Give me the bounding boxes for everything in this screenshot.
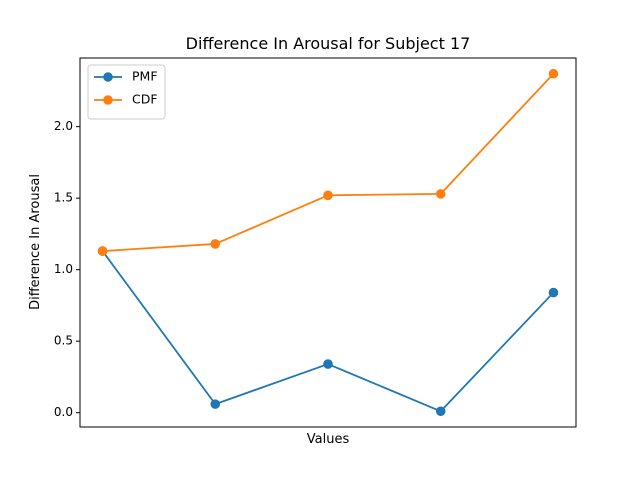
y-tick-label: 0.5 (54, 334, 73, 348)
data-point-cdf-3 (323, 190, 333, 201)
plot-frame (79, 57, 577, 428)
y-tick-label: 0.0 (54, 405, 73, 419)
data-point-pmf-2 (210, 399, 221, 409)
legend-marker-cdf (103, 95, 113, 105)
data-point-pmf-5 (548, 287, 559, 298)
legend-marker-pmf (103, 72, 113, 82)
chart-title: Difference In Arousal for Subject 17 (186, 34, 471, 53)
y-axis-ticks: 0.0 0.5 1.0 1.5 2.0 (54, 119, 80, 419)
data-point-cdf-4 (435, 189, 446, 199)
legend: PMF CDF (87, 64, 166, 120)
x-axis-label: Values (307, 432, 350, 447)
series-cdf (97, 68, 559, 256)
y-tick-label: 2.0 (54, 119, 73, 133)
data-point-cdf-5 (548, 68, 559, 79)
legend-label-cdf: CDF (132, 92, 158, 107)
data-point-pmf-4 (435, 406, 446, 417)
data-point-pmf-3 (323, 359, 333, 369)
y-tick-label: 1.5 (54, 191, 73, 205)
data-point-cdf-1 (97, 246, 108, 256)
plot-series (97, 68, 559, 417)
data-point-cdf-2 (210, 239, 221, 249)
y-tick-label: 1.0 (54, 262, 73, 276)
y-axis-label: Difference In Arousal (28, 174, 43, 310)
legend-label-pmf: PMF (132, 69, 158, 84)
